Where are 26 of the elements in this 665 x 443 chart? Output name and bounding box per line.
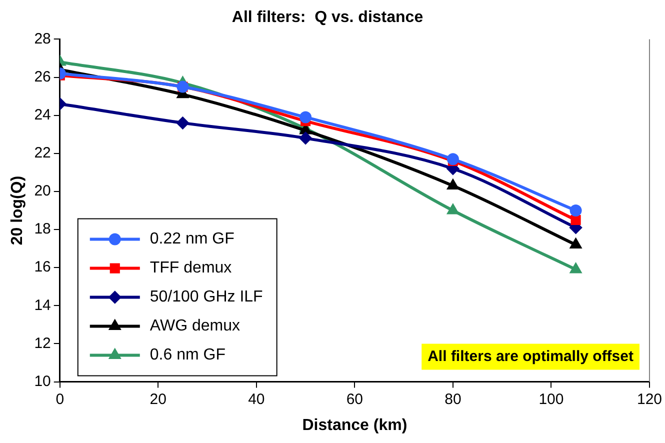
legend-label: 50/100 GHz ILF [150,288,264,306]
x-tick-label: 80 [444,390,462,408]
y-tick-label: 28 [34,30,51,48]
y-tick-label: 12 [34,334,51,352]
chart-title: All filters: Q vs. distance [232,9,424,26]
legend-label: TFF demux [150,260,232,277]
y-tick-label: 18 [34,220,51,238]
y-tick-label: 10 [34,372,51,390]
x-tick-label: 20 [150,390,166,408]
legend-label: 0.22 nm GF [150,230,235,248]
y-axis-title: 20 log(Q) [9,176,26,246]
y-tick-label: 16 [34,258,51,276]
annotation: All filters are optimally offset [428,348,634,365]
y-tick-label: 26 [34,68,51,86]
x-axis-title: Distance (km) [302,416,408,434]
x-tick-label: 120 [636,390,662,408]
x-tick-label: 0 [56,390,64,408]
y-tick-label: 14 [34,296,51,314]
x-tick-label: 100 [538,390,564,408]
y-tick-label: 20 [34,182,51,200]
x-tick-label: 60 [346,390,364,408]
legend-label: 0.6 nm GF [150,346,226,364]
legend-label: AWG demux [150,318,240,335]
y-tick-label: 24 [34,106,51,124]
x-tick-label: 40 [248,390,265,408]
y-tick-label: 22 [34,144,51,162]
